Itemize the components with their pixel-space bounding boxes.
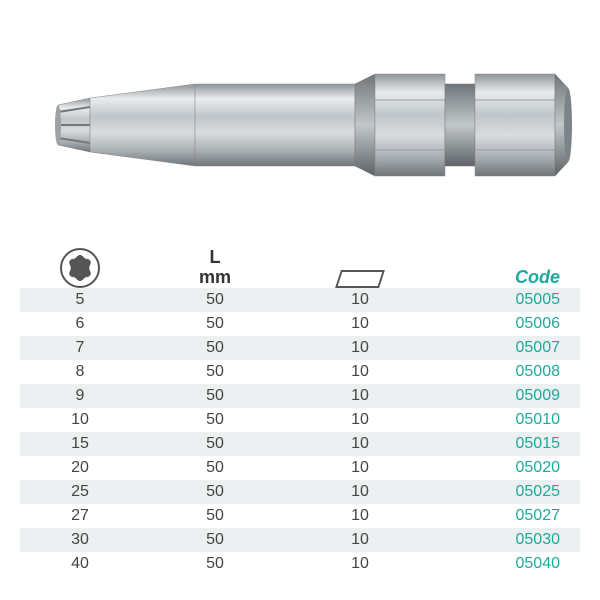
page: L mm Code 550100500565010050067501005007… <box>0 0 600 600</box>
cell-qty: 10 <box>290 459 430 477</box>
cell-code: 05040 <box>430 555 580 573</box>
spec-table: L mm Code 550100500565010050067501005007… <box>20 240 580 576</box>
cell-length: 50 <box>140 459 290 477</box>
cell-code: 05020 <box>430 459 580 477</box>
cell-length: 50 <box>140 531 290 549</box>
cell-size: 6 <box>20 315 140 333</box>
cell-qty: 10 <box>290 507 430 525</box>
cell-size: 25 <box>20 483 140 501</box>
table-body: 5501005005650100500675010050078501005008… <box>20 288 580 576</box>
cell-qty: 10 <box>290 435 430 453</box>
cell-code: 05008 <box>430 363 580 381</box>
cell-length: 50 <box>140 387 290 405</box>
header-box-icon <box>290 268 430 288</box>
cell-length: 50 <box>140 435 290 453</box>
cell-size: 8 <box>20 363 140 381</box>
cell-code: 05015 <box>430 435 580 453</box>
header-torx-icon <box>20 248 140 288</box>
cell-size: 30 <box>20 531 140 549</box>
cell-length: 50 <box>140 411 290 429</box>
table-row: 8501005008 <box>20 360 580 384</box>
cell-code: 05006 <box>430 315 580 333</box>
cell-size: 40 <box>20 555 140 573</box>
table-header-row: L mm Code <box>20 240 580 288</box>
cell-qty: 10 <box>290 555 430 573</box>
header-length: L mm <box>140 248 290 288</box>
header-length-mm: mm <box>140 268 290 288</box>
cell-qty: 10 <box>290 315 430 333</box>
cell-length: 50 <box>140 339 290 357</box>
table-row: 5501005005 <box>20 288 580 312</box>
cell-size: 7 <box>20 339 140 357</box>
cell-qty: 10 <box>290 363 430 381</box>
cell-code: 05025 <box>430 483 580 501</box>
cell-qty: 10 <box>290 387 430 405</box>
header-code: Code <box>430 267 580 288</box>
cell-qty: 10 <box>290 339 430 357</box>
table-row: 6501005006 <box>20 312 580 336</box>
cell-code: 05010 <box>430 411 580 429</box>
table-row: 15501005015 <box>20 432 580 456</box>
cell-code: 05030 <box>430 531 580 549</box>
cell-qty: 10 <box>290 411 430 429</box>
cell-length: 50 <box>140 363 290 381</box>
table-row: 27501005027 <box>20 504 580 528</box>
cell-size: 9 <box>20 387 140 405</box>
cell-code: 05005 <box>430 291 580 309</box>
product-image <box>20 30 580 220</box>
cell-length: 50 <box>140 507 290 525</box>
table-row: 30501005030 <box>20 528 580 552</box>
table-row: 10501005010 <box>20 408 580 432</box>
cell-size: 27 <box>20 507 140 525</box>
cell-code: 05007 <box>430 339 580 357</box>
table-row: 40501005040 <box>20 552 580 576</box>
cell-qty: 10 <box>290 483 430 501</box>
cell-size: 5 <box>20 291 140 309</box>
cell-length: 50 <box>140 483 290 501</box>
cell-length: 50 <box>140 315 290 333</box>
table-row: 20501005020 <box>20 456 580 480</box>
cell-code: 05009 <box>430 387 580 405</box>
cell-length: 50 <box>140 291 290 309</box>
header-length-l: L <box>140 248 290 268</box>
cell-qty: 10 <box>290 291 430 309</box>
cell-code: 05027 <box>430 507 580 525</box>
cell-size: 15 <box>20 435 140 453</box>
cell-size: 20 <box>20 459 140 477</box>
cell-length: 50 <box>140 555 290 573</box>
table-row: 25501005025 <box>20 480 580 504</box>
table-row: 7501005007 <box>20 336 580 360</box>
torx-bit-illustration <box>20 60 580 190</box>
cell-size: 10 <box>20 411 140 429</box>
cell-qty: 10 <box>290 531 430 549</box>
table-row: 9501005009 <box>20 384 580 408</box>
